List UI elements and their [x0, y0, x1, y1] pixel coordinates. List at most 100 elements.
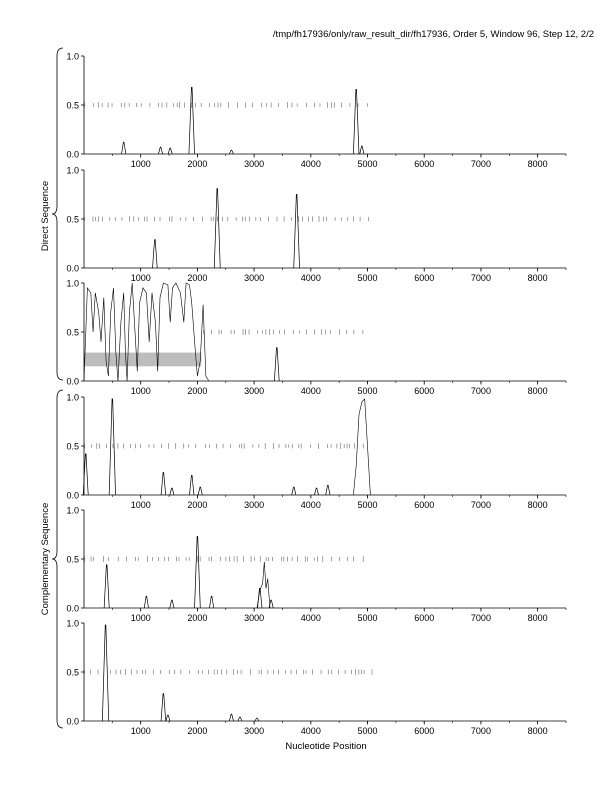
x-tick-label: 7000: [471, 500, 491, 510]
score-peak: [169, 487, 175, 496]
score-peak: [165, 714, 171, 722]
x-tick-label: 1000: [131, 726, 151, 736]
complementary-sequence-brace: [51, 389, 64, 729]
score-trace: [256, 561, 271, 609]
x-axis-label: Nucleotide Position: [285, 741, 366, 752]
x-tick-label: 2000: [187, 273, 207, 283]
midline-ticks: [84, 669, 373, 675]
y-tick-label: 0.5: [66, 668, 79, 678]
x-tick-label: 5000: [358, 273, 378, 283]
x-tick-label: 5000: [358, 386, 378, 396]
score-peak: [274, 347, 280, 382]
y-tick-label: 1.0: [66, 52, 79, 62]
y-tick-label: 1.0: [66, 166, 79, 176]
score-peak: [291, 486, 297, 496]
score-peak: [325, 484, 331, 496]
x-tick-label: 6000: [414, 500, 434, 510]
x-tick-label: 8000: [528, 500, 548, 510]
x-tick-label: 8000: [528, 159, 548, 169]
x-tick-label: 3000: [244, 500, 264, 510]
score-peak: [229, 149, 234, 155]
frame-panel-1: 0.0 0.5 1.0 1000 2000 3000 4000 5000 6000 7000 800…: [66, 52, 567, 169]
x-tick-label: 7000: [471, 613, 491, 623]
x-tick-label: 2000: [187, 500, 207, 510]
score-peak: [293, 194, 300, 269]
score-peak: [82, 453, 89, 496]
score-peak: [314, 487, 319, 496]
x-tick-label: 3000: [244, 273, 264, 283]
x-tick-label: 6000: [414, 726, 434, 736]
score-peak: [158, 146, 163, 155]
x-tick-label: 1000: [131, 159, 151, 169]
y-tick-label: 1.0: [66, 393, 79, 403]
score-peak: [197, 486, 203, 496]
x-tick-label: 4000: [301, 500, 321, 510]
frame-panel-5: 0.0 0.5 1.0 1000 2000 3000 4000 5000 6000 7000 800…: [66, 506, 567, 623]
y-tick-label: 0.5: [66, 555, 79, 565]
x-tick-label: 8000: [528, 613, 548, 623]
score-peak: [160, 693, 167, 722]
complementary-sequence-label: Complementary Sequence: [40, 503, 51, 615]
x-tick-label: 4000: [301, 386, 321, 396]
score-peak: [254, 717, 260, 722]
x-tick-label: 6000: [414, 613, 434, 623]
x-tick-label: 8000: [528, 726, 548, 736]
x-tick-label: 5000: [358, 500, 378, 510]
x-tick-label: 7000: [471, 273, 491, 283]
x-tick-label: 8000: [528, 273, 548, 283]
score-peak: [229, 713, 234, 722]
y-tick-label: 1.0: [66, 279, 79, 289]
x-tick-label: 3000: [244, 386, 264, 396]
score-trace: [353, 398, 371, 496]
score-peak: [213, 188, 221, 269]
y-tick-label: 0.0: [66, 264, 79, 274]
x-tick-label: 7000: [471, 726, 491, 736]
score-peak: [102, 624, 110, 722]
frame-panel-6: 0.0 0.5 1.0 1000 2000 3000 4000 5000 6000 7000 800…: [66, 619, 567, 736]
x-tick-label: 6000: [414, 159, 434, 169]
y-tick-label: 0.0: [66, 604, 79, 614]
score-peak: [160, 472, 167, 496]
x-tick-label: 4000: [301, 273, 321, 283]
frame-panel-2: 0.0 0.5 1.0 1000 2000 3000 4000 5000 6000 7000 800…: [66, 166, 567, 283]
score-peak: [121, 141, 127, 155]
direct-sequence-brace: [51, 47, 64, 381]
x-tick-label: 6000: [414, 386, 434, 396]
score-peak: [167, 147, 173, 155]
score-peak: [143, 595, 149, 609]
frame-panels: 0.0 0.5 1.0 1000 2000 3000 4000 5000 6000 7000 800…: [66, 52, 567, 736]
score-peak: [189, 475, 195, 496]
midline-ticks: [84, 443, 364, 449]
y-tick-label: 1.0: [66, 506, 79, 516]
y-tick-label: 0.5: [66, 215, 79, 225]
score-peak: [169, 599, 175, 609]
figure-title: /tmp/fh17936/only/raw_result_dir/fh17936…: [273, 29, 594, 40]
score-peak: [188, 87, 195, 155]
y-tick-label: 0.0: [66, 717, 79, 727]
frame-panel-4: 0.0 0.5 1.0 1000 2000 3000 4000 5000 6000 7000 800…: [66, 393, 567, 510]
x-tick-label: 3000: [244, 726, 264, 736]
x-tick-label: 5000: [358, 613, 378, 623]
x-tick-label: 1000: [131, 273, 151, 283]
x-tick-label: 1000: [131, 500, 151, 510]
x-tick-label: 2000: [187, 159, 207, 169]
direct-sequence-label: Direct Sequence: [40, 181, 51, 251]
x-tick-label: 7000: [471, 386, 491, 396]
y-tick-label: 0.0: [66, 150, 79, 160]
frame-panel-3: 0.0 0.5 1.0 1000 2000 3000 4000 5000 6000 7000 800…: [66, 279, 567, 396]
score-trace: [83, 282, 210, 382]
score-peak: [103, 564, 110, 609]
score-peak: [237, 716, 243, 722]
x-tick-label: 3000: [244, 613, 264, 623]
midline-ticks: [84, 216, 369, 222]
x-tick-label: 4000: [301, 726, 321, 736]
midline-ticks: [84, 102, 368, 108]
x-tick-label: 2000: [187, 613, 207, 623]
x-tick-label: 3000: [244, 159, 264, 169]
x-tick-label: 4000: [301, 613, 321, 623]
score-peak: [194, 536, 201, 609]
y-tick-label: 0.0: [66, 377, 79, 387]
x-tick-label: 4000: [301, 159, 321, 169]
x-tick-label: 7000: [471, 159, 491, 169]
score-peak: [359, 145, 365, 155]
